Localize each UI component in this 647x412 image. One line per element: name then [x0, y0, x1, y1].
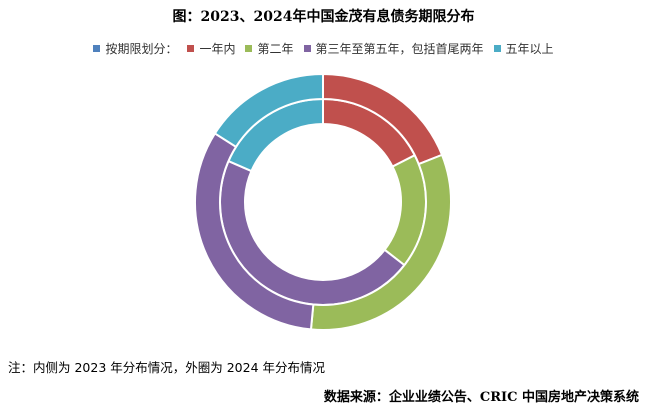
legend-item-over-five-years: 五年以上: [493, 40, 554, 57]
chart-note: 注：内侧为 2023 年分布情况，外圈为 2024 年分布情况: [8, 360, 326, 375]
legend-swatch: [493, 45, 501, 52]
legend-title: 按期限划分：: [105, 42, 178, 56]
data-source: 数据来源：企业业绩公告、CRIC 中国房地产决策系统: [323, 390, 639, 405]
legend-label: 一年内: [199, 42, 236, 56]
legend-label: 第三年至第五年，包括首尾两年: [315, 42, 484, 56]
legend-item-second-year: 第二年: [245, 40, 294, 57]
legend-item-within-one-year: 一年内: [187, 40, 235, 57]
legend: 按期限划分： 一年内 第二年 第三年至第五年，包括首尾两年 五年以上: [0, 40, 647, 57]
legend-swatch: [245, 45, 253, 52]
donut-chart: [194, 72, 452, 331]
legend-item-header: 按期限划分：: [93, 40, 177, 57]
legend-item-third-to-fifth-year: 第三年至第五年，包括首尾两年: [303, 40, 484, 57]
outer-ring-segment: [213, 72, 324, 149]
legend-swatch: [187, 45, 195, 52]
legend-label: 第二年: [257, 42, 294, 56]
legend-swatch: [303, 45, 311, 52]
legend-label: 五年以上: [505, 42, 554, 56]
legend-marker: [93, 45, 101, 52]
chart-title: 图：2023、2024年中国金茂有息债务期限分布: [172, 9, 475, 25]
outer-ring-segment: [309, 153, 452, 331]
